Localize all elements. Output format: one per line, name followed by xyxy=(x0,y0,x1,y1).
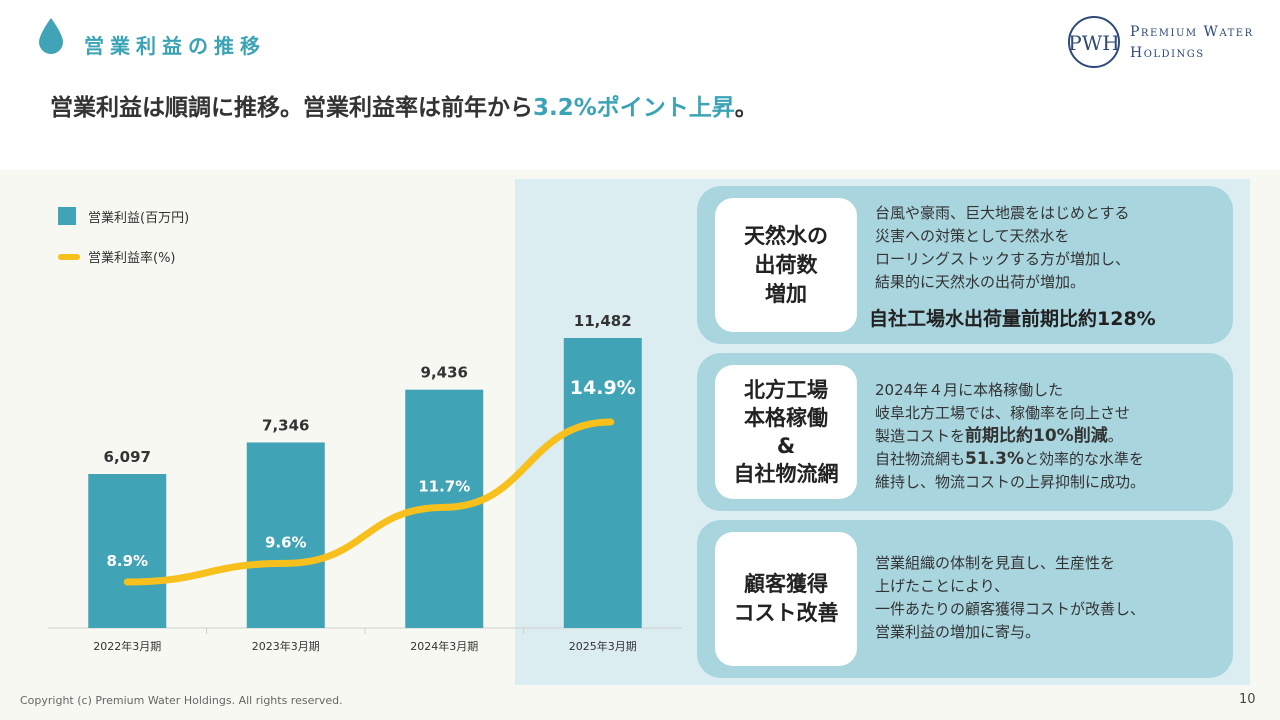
card-natural-water: 天然水の 出荷数 増加 台風や豪雨、巨大地震をはじめとする 災害への対策として天… xyxy=(697,186,1233,344)
logo-line-1: Premium Water xyxy=(1130,24,1254,40)
card-text-strong: 前期比約10%削減 xyxy=(965,426,1108,446)
card-line: 一件あたりの顧客獲得コストが改善し、 xyxy=(875,600,1146,618)
logo-mark: PWH xyxy=(1068,31,1119,55)
card-line: 岐阜北方工場では、稼働率を向上させ xyxy=(875,404,1131,422)
section-title: 営業利益の推移 xyxy=(84,34,266,58)
card-acquisition-cost: 顧客獲得 コスト改善 営業組織の体制を見直し、生産性を 上げたことにより、 一件… xyxy=(697,520,1233,678)
card-text-part: 製造コストを xyxy=(875,427,966,445)
logo-text: Premium Water Holdings xyxy=(1130,22,1254,64)
headline-accent: 3.2%ポイント上昇 xyxy=(533,95,735,121)
bar-value-label: 7,346 xyxy=(262,416,309,434)
card-description: 2024年４月に本格稼働した 岐阜北方工場では、稼働率を向上させ 製造コストを前… xyxy=(875,379,1145,494)
line-value-label: 14.9% xyxy=(570,377,636,399)
card-title: 天然水の 出荷数 増加 xyxy=(744,223,828,306)
card-line: 自社物流網も51.3%と効率的な水準を xyxy=(875,448,1145,471)
x-tick-label: 2023年3月期 xyxy=(252,639,320,653)
card-line: 営業利益の増加に寄与。 xyxy=(875,623,1041,641)
card-line: ローリングストックする方が増加し、 xyxy=(875,250,1131,268)
copyright-text: Copyright (c) Premium Water Holdings. Al… xyxy=(20,694,343,707)
headline-prefix: 営業利益は順調に推移。営業利益率は前年から xyxy=(50,95,533,121)
legend-swatch-bar xyxy=(58,207,76,225)
card-line: 台風や豪雨、巨大地震をはじめとする xyxy=(875,204,1130,222)
bar-value-label: 11,482 xyxy=(574,312,632,330)
card-title: 北方工場 本格稼働 & 自社物流網 xyxy=(733,378,839,486)
card-line: 製造コストを前期比約10%削減。 xyxy=(875,425,1145,448)
page-number: 10 xyxy=(1239,692,1256,707)
card-title-box: 北方工場 本格稼働 & 自社物流網 xyxy=(715,365,857,499)
legend-label-bar: 営業利益(百万円) xyxy=(88,211,190,226)
bar xyxy=(563,338,642,628)
card-line: 維持し、物流コストの上昇抑制に成功。 xyxy=(875,473,1146,491)
card-line: 上げたことにより、 xyxy=(875,577,1010,595)
line-value-label: 8.9% xyxy=(106,552,148,570)
card-line: 災害への対策として天然水を xyxy=(875,227,1070,245)
water-drop-icon xyxy=(39,18,63,54)
card-text-part: 。 xyxy=(1107,427,1123,445)
card-line: 結果的に天然水の出荷が増加。 xyxy=(875,273,1086,291)
margin-line xyxy=(123,418,615,586)
card-highlight: 自社工場水出荷量前期比約128% xyxy=(869,308,1156,330)
line-value-label: 9.6% xyxy=(265,533,307,551)
headline-suffix: 。 xyxy=(734,95,758,121)
legend-label-line: 営業利益率(%) xyxy=(88,251,176,266)
card-hokkata-factory: 北方工場 本格稼働 & 自社物流網 2024年４月に本格稼働した 岐阜北方工場で… xyxy=(697,353,1233,511)
x-tick-label: 2024年3月期 xyxy=(410,639,478,653)
x-tick-label: 2025年3月期 xyxy=(569,639,637,653)
card-text-part: と効率的な水準を xyxy=(1024,450,1145,468)
company-logo: PWH xyxy=(1068,16,1120,68)
card-text-part: 自社物流網も xyxy=(875,450,966,468)
card-title-box: 天然水の 出荷数 増加 xyxy=(715,198,857,332)
card-line: 営業組織の体制を見直し、生産性を xyxy=(875,554,1116,572)
bar xyxy=(88,474,167,628)
bar-value-label: 9,436 xyxy=(421,364,468,382)
line-value-label: 11.7% xyxy=(418,477,470,495)
headline: 営業利益は順調に推移。営業利益率は前年から3.2%ポイント上昇。 xyxy=(50,88,758,122)
card-line: 2024年４月に本格稼働した xyxy=(875,381,1064,399)
card-title: 顧客獲得 コスト改善 xyxy=(733,572,839,625)
x-tick-label: 2022年3月期 xyxy=(93,639,161,653)
card-description: 台風や豪雨、巨大地震をはじめとする 災害への対策として天然水を ローリングストッ… xyxy=(875,202,1130,294)
card-description: 営業組織の体制を見直し、生産性を 上げたことにより、 一件あたりの顧客獲得コスト… xyxy=(875,552,1145,644)
logo-line-2: Holdings xyxy=(1130,45,1205,61)
bar xyxy=(246,442,325,628)
legend-swatch-line xyxy=(58,254,80,260)
slide-header: 営業利益の推移 PWH Premium Water Holdings 営業利益は… xyxy=(0,0,1280,170)
operating-profit-chart: 6,097 2022年3月期 7,346 2023年3月期 9,436 2024年3月期 1… xyxy=(48,312,682,653)
card-title-box: 顧客獲得 コスト改善 xyxy=(715,532,857,666)
card-text-strong: 51.3% xyxy=(965,449,1024,469)
bar-value-label: 6,097 xyxy=(104,448,151,466)
